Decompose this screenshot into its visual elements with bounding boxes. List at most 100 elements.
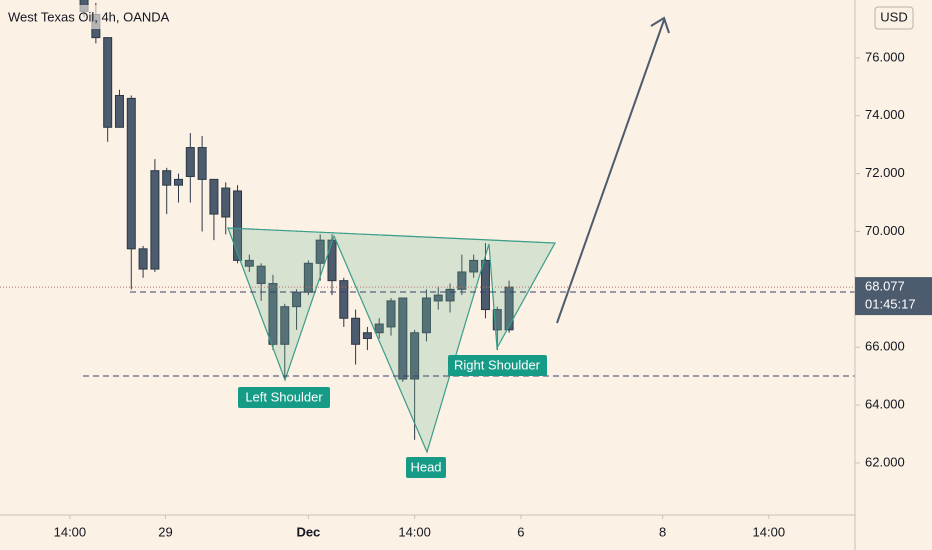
candle-body xyxy=(492,309,502,331)
candle-body xyxy=(469,259,479,273)
x-tick-label: 14:00 xyxy=(753,524,786,539)
candle-body xyxy=(410,332,420,380)
y-tick-label: 64.000 xyxy=(865,396,905,411)
candle xyxy=(445,283,455,313)
x-tick-label: 14:00 xyxy=(54,524,87,539)
candle xyxy=(421,289,431,342)
annotation: Left Shoulder xyxy=(245,389,323,404)
candle-body xyxy=(303,262,313,293)
candle-body xyxy=(480,259,490,311)
candle xyxy=(351,309,361,365)
candle-body xyxy=(457,271,467,290)
candle-body xyxy=(280,306,290,345)
candle xyxy=(126,95,136,290)
candle-body xyxy=(421,297,431,334)
pattern-fill xyxy=(227,227,556,454)
currency: USD xyxy=(880,9,907,24)
candle xyxy=(433,286,443,310)
candle xyxy=(209,178,219,241)
candle xyxy=(386,298,396,336)
candle-body xyxy=(362,332,372,340)
y-tick-label: 66.000 xyxy=(865,339,905,354)
candle-body xyxy=(162,170,172,186)
candle xyxy=(315,234,325,281)
candle-body xyxy=(504,286,514,331)
candle xyxy=(292,289,302,330)
candle xyxy=(233,185,243,264)
candle-body xyxy=(445,288,455,302)
candle-body xyxy=(126,97,136,250)
candle xyxy=(244,254,254,272)
price-tag xyxy=(855,277,932,316)
candle-body xyxy=(150,170,160,270)
candle xyxy=(114,89,124,128)
candle-body xyxy=(433,294,443,302)
arrow xyxy=(556,19,665,324)
label-box xyxy=(238,387,330,408)
candle-body xyxy=(315,239,325,264)
candle-body xyxy=(256,265,266,285)
candle-body xyxy=(398,297,408,380)
x-tick-label: 6 xyxy=(517,524,524,539)
candle xyxy=(256,263,266,301)
candle xyxy=(138,245,148,278)
currency-box[interactable] xyxy=(874,6,914,30)
chart-title: West Texas Oil, 4h, OANDA xyxy=(8,9,170,24)
y-tick-label: 74.000 xyxy=(865,107,905,122)
candle-body xyxy=(209,178,219,215)
candle xyxy=(174,173,184,203)
candle-body xyxy=(233,190,243,261)
candle-body xyxy=(268,283,278,345)
candle xyxy=(374,318,384,339)
candle xyxy=(162,167,172,215)
price-label: 68.077 xyxy=(865,279,905,294)
candle xyxy=(197,135,207,232)
candle-body xyxy=(292,291,302,308)
candle xyxy=(362,326,372,351)
candle xyxy=(280,303,290,380)
candle-body xyxy=(114,94,124,128)
candle-body xyxy=(221,187,231,218)
plot-area xyxy=(79,0,514,440)
y-tick-label: 72.000 xyxy=(865,165,905,180)
label-box xyxy=(448,355,547,376)
annotation: Head xyxy=(410,459,441,474)
candle xyxy=(504,280,514,333)
candle-body xyxy=(103,37,113,128)
y-tick-label: 76.000 xyxy=(865,49,905,64)
candle-body xyxy=(138,248,148,270)
neckline xyxy=(227,227,556,244)
candle-body xyxy=(386,300,396,328)
candle xyxy=(492,306,502,351)
candle-body xyxy=(339,280,349,319)
candle-body xyxy=(374,323,384,334)
candle xyxy=(398,297,408,382)
annotation: Right Shoulder xyxy=(454,357,541,372)
title-bg xyxy=(2,5,202,29)
candle xyxy=(410,329,420,440)
y-tick-label: 62.000 xyxy=(865,454,905,469)
label-box xyxy=(406,457,446,478)
x-tick-label: Dec xyxy=(296,524,320,539)
candle xyxy=(150,159,160,272)
candle-body xyxy=(351,317,361,345)
x-tick-label: 29 xyxy=(158,524,172,539)
candle xyxy=(303,260,313,296)
y-tick-label: 70.000 xyxy=(865,223,905,238)
candle xyxy=(457,254,467,296)
candle-body xyxy=(174,178,184,186)
countdown: 01:45:17 xyxy=(865,297,916,312)
candle xyxy=(103,37,113,142)
candle xyxy=(339,277,349,327)
candle-body xyxy=(185,147,195,177)
x-tick-label: 8 xyxy=(659,524,666,539)
candle xyxy=(268,274,278,351)
candle xyxy=(469,254,479,278)
candle-body xyxy=(244,259,254,267)
candle xyxy=(221,182,231,235)
candle xyxy=(185,133,195,203)
candle-body xyxy=(197,147,207,180)
arrow-head xyxy=(650,16,670,34)
x-tick-label: 14:00 xyxy=(398,524,431,539)
